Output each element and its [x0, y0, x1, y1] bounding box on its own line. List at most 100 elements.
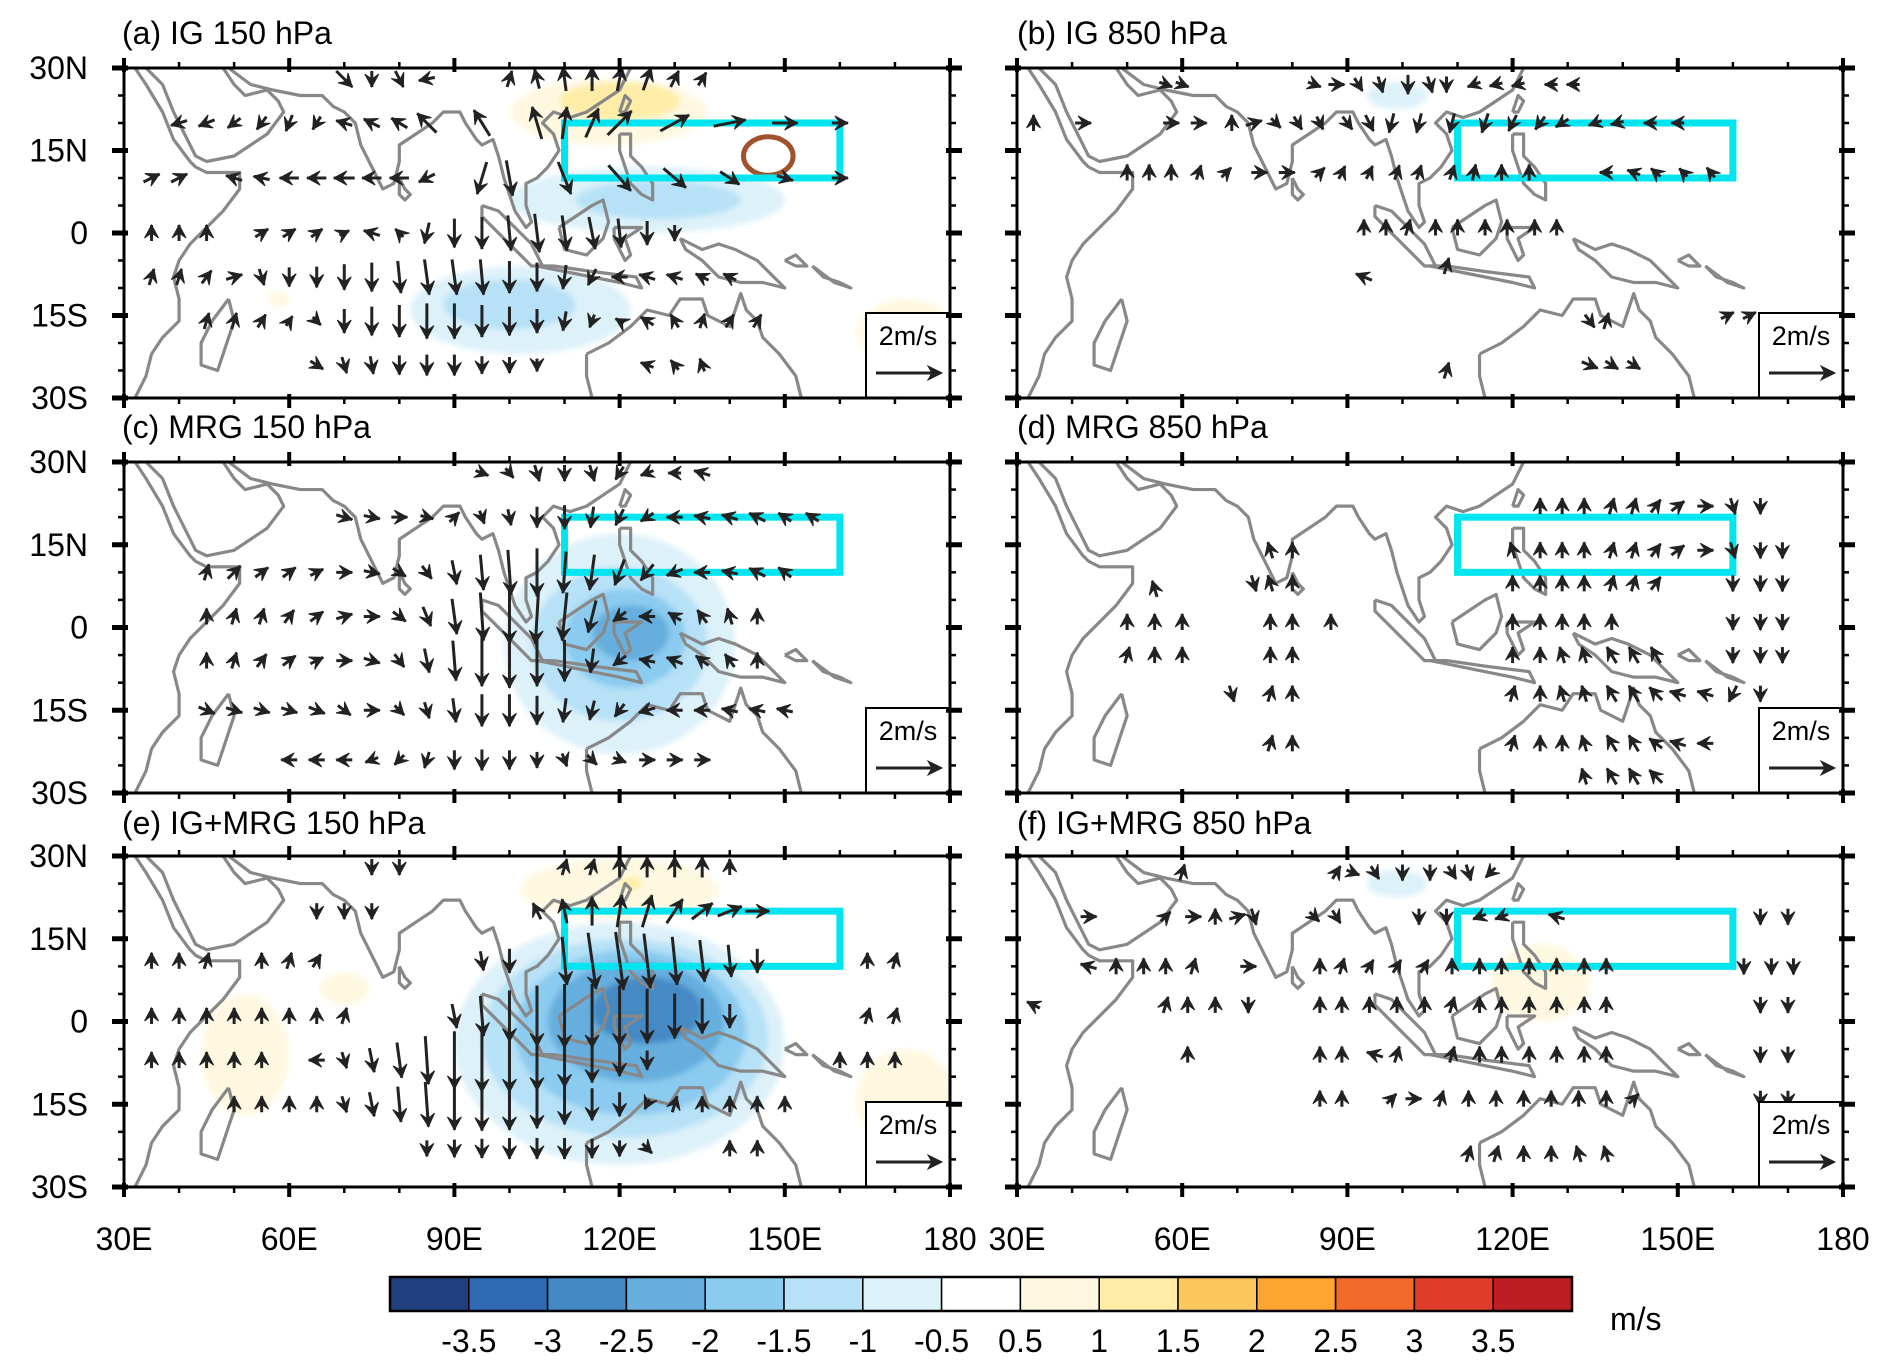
- vector-head: [1646, 543, 1662, 559]
- wind-vector: [1532, 574, 1548, 592]
- wind-vector: [587, 312, 602, 329]
- coastline: [1505, 620, 1537, 657]
- wind-vector: [1532, 684, 1548, 702]
- vector-head: [390, 72, 405, 88]
- panel-e: (e) IG+MRG 150 hPa 2m/s: [112, 805, 962, 1197]
- vector-head: [474, 323, 490, 339]
- vector-head: [280, 951, 296, 968]
- vector-head: [641, 973, 657, 990]
- vector-head: [749, 1139, 765, 1154]
- wind-vector: [720, 565, 739, 581]
- vector-head: [667, 856, 683, 871]
- vector-head: [1628, 684, 1642, 701]
- vector-head: [1494, 1045, 1510, 1061]
- shading-region: [319, 971, 370, 1005]
- wind-vector: [390, 116, 409, 132]
- vector-head: [1148, 579, 1164, 596]
- wind-vector: [1354, 271, 1373, 286]
- wind-vector: [1785, 958, 1801, 976]
- coastline: [199, 692, 236, 768]
- vector-head: [1465, 163, 1481, 179]
- vector-head: [557, 105, 573, 122]
- vector-head: [669, 752, 684, 768]
- vector-head: [361, 170, 376, 186]
- vector-head: [557, 515, 572, 531]
- colorbar-swatch: [704, 1276, 785, 1312]
- wind-vector: [557, 68, 572, 92]
- reference-vector-box: [865, 312, 951, 399]
- wind-vector: [638, 271, 656, 286]
- vector-head: [1147, 612, 1163, 628]
- wind-vector: [1609, 114, 1626, 129]
- wind-vector: [225, 701, 244, 717]
- vector-head: [1625, 355, 1642, 370]
- wind-vector: [1484, 863, 1501, 879]
- vector-head: [1521, 957, 1537, 972]
- wind-vector: [1262, 612, 1278, 630]
- wind-vector: [225, 607, 240, 625]
- wind-vector: [1261, 734, 1277, 752]
- vector-head: [1361, 995, 1377, 1011]
- wind-vector: [1678, 167, 1694, 183]
- vector-head: [694, 1095, 710, 1110]
- coastline: [1037, 68, 1179, 164]
- wind-vector: [335, 356, 351, 375]
- wind-vector: [254, 1051, 270, 1069]
- wind-vector: [390, 607, 407, 623]
- wind-vector: [722, 1095, 738, 1113]
- vector-head: [886, 1006, 901, 1023]
- reference-vector-box: [865, 1101, 951, 1188]
- coastline: [1510, 526, 1548, 597]
- wind-vector: [335, 508, 354, 524]
- vector-head: [473, 463, 490, 478]
- vector-head: [1349, 75, 1363, 92]
- coastline: [618, 487, 633, 508]
- wind-vector: [1400, 74, 1416, 96]
- wind-vector: [1264, 541, 1279, 559]
- vector-head: [1261, 734, 1277, 751]
- vector-head: [171, 951, 187, 967]
- coastline: [1373, 598, 1438, 663]
- vector-head: [1543, 1089, 1559, 1105]
- reference-vector-head: [926, 1153, 944, 1171]
- wind-vector: [637, 1138, 653, 1155]
- wind-vector: [363, 355, 379, 375]
- vector-head: [1439, 911, 1454, 926]
- vector-head: [144, 1006, 159, 1022]
- vector-head: [1587, 113, 1604, 128]
- vector-head: [278, 170, 294, 186]
- vector-head: [1174, 612, 1190, 628]
- coastline: [397, 177, 412, 202]
- vector-head: [1600, 1144, 1615, 1161]
- vector-head: [1668, 687, 1685, 703]
- wind-vector: [831, 115, 849, 131]
- coastlines: [133, 856, 880, 1187]
- reference-vector-head: [926, 759, 944, 777]
- wind-vector: [665, 702, 683, 718]
- panel-title-e: (e) IG+MRG 150 hPa: [122, 805, 425, 841]
- vector-head: [1264, 541, 1279, 558]
- vector-head: [1224, 113, 1240, 129]
- vector-head: [1780, 1049, 1796, 1064]
- wind-vector: [1344, 863, 1361, 878]
- wind-vector: [417, 70, 436, 86]
- wind-vector: [745, 903, 771, 919]
- coastline: [618, 93, 633, 114]
- vector-head: [1625, 574, 1640, 591]
- wind-vector: [1284, 574, 1300, 592]
- wind-vector: [805, 511, 821, 527]
- wind-vector: [720, 511, 739, 526]
- wind-vector: [1499, 218, 1515, 236]
- vector-head: [643, 1094, 658, 1110]
- vector-head: [1444, 957, 1460, 972]
- wind-vector: [391, 355, 407, 376]
- wind-vector: [1554, 612, 1570, 630]
- wind-vector: [694, 272, 711, 287]
- wind-vector: [1697, 542, 1715, 558]
- wind-vector: [1478, 112, 1493, 134]
- wind-vector: [281, 267, 297, 288]
- vector-head: [1312, 957, 1328, 972]
- wind-vector: [1147, 646, 1163, 664]
- panel-d: (d) MRG 850 hPa 2m/s: [1005, 409, 1855, 803]
- wind-vector: [1598, 1089, 1614, 1107]
